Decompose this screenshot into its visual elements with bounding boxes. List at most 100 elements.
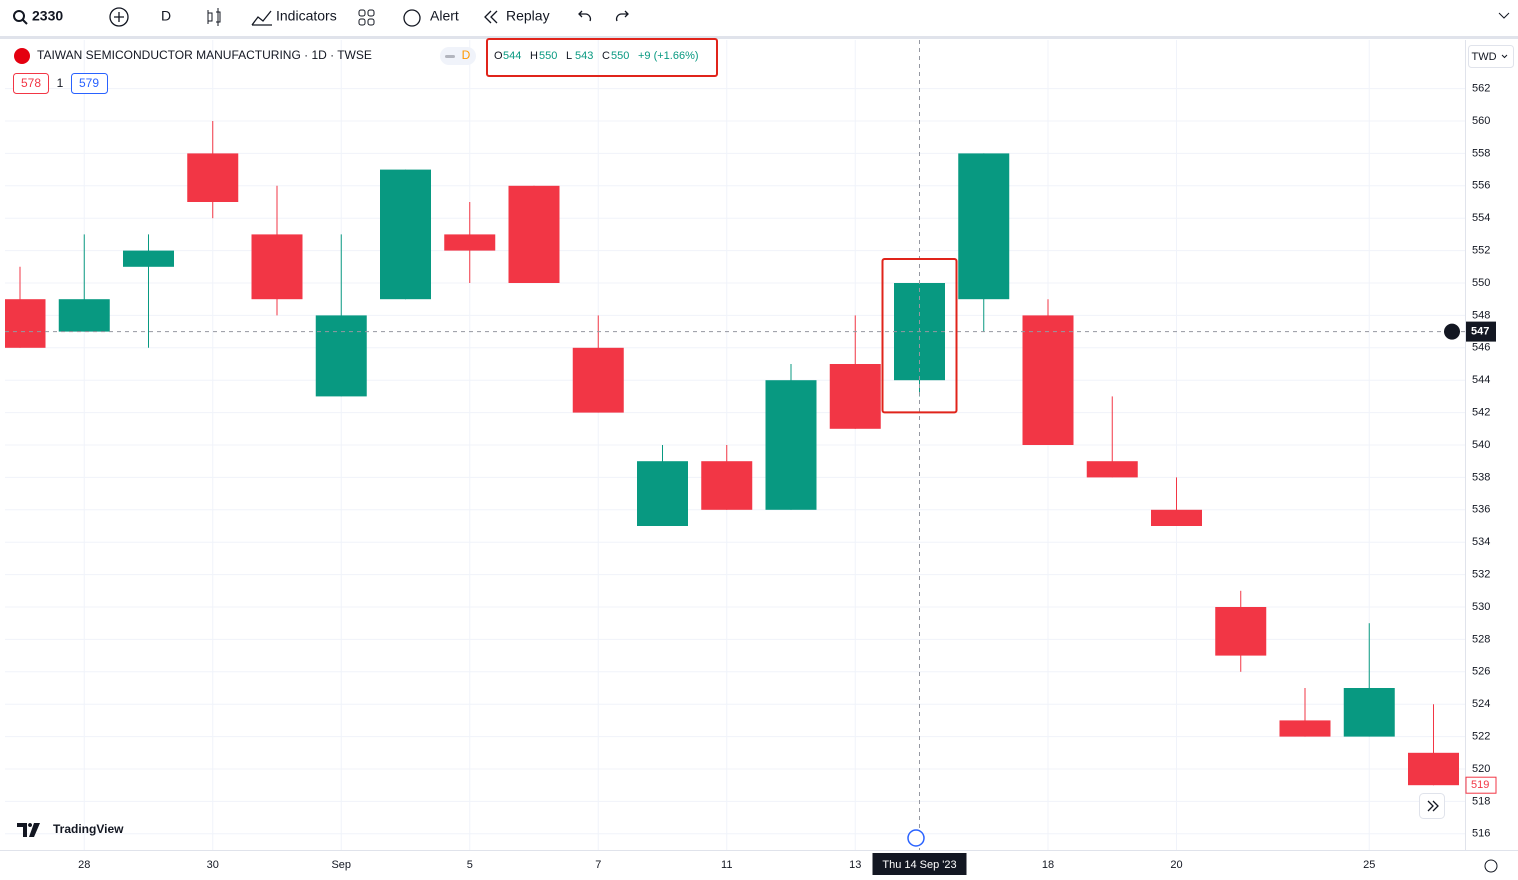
candle-body xyxy=(315,315,367,397)
y-tick-label: 524 xyxy=(1472,698,1490,710)
x-tick-label: Sep xyxy=(331,859,351,871)
candle-body xyxy=(1215,607,1267,656)
alert-icon[interactable] xyxy=(403,9,421,27)
logo: TradingView xyxy=(53,822,124,836)
candle-body xyxy=(58,299,110,332)
x-tick-label: 18 xyxy=(1042,859,1054,871)
search-icon[interactable] xyxy=(22,19,28,25)
scroll-button[interactable] xyxy=(1419,793,1445,819)
menu[interactable] xyxy=(1498,12,1510,19)
grid xyxy=(5,40,1465,850)
legend-value: 550 xyxy=(611,50,629,62)
y-tick-label: 526 xyxy=(1472,666,1490,678)
buy-button[interactable] xyxy=(71,73,108,94)
x-tick-label: 28 xyxy=(78,859,90,871)
crosshair-plus xyxy=(1444,323,1460,340)
currency[interactable]: TWD xyxy=(1471,51,1496,63)
candle-body xyxy=(1022,315,1074,445)
x-tick-label: 5 xyxy=(467,859,473,871)
chart-type[interactable] xyxy=(207,8,221,26)
overlay: 547 519 xyxy=(5,40,1497,850)
candle-body xyxy=(572,347,624,413)
alert[interactable]: Alert xyxy=(430,8,459,24)
y-tick-label: 546 xyxy=(1472,342,1490,354)
legend-label: O xyxy=(494,50,503,62)
indicators-icon[interactable] xyxy=(251,10,272,26)
candles xyxy=(5,121,1459,786)
add-symbol[interactable] xyxy=(109,7,129,27)
spread: 1 xyxy=(57,76,64,90)
currency-button[interactable] xyxy=(1468,45,1514,68)
add-symbol xyxy=(114,12,124,22)
highlight-box xyxy=(486,38,718,77)
candle-body xyxy=(829,364,881,429)
y-tick-label: 544 xyxy=(1472,374,1490,386)
layouts xyxy=(358,18,366,26)
replay[interactable]: Replay xyxy=(506,8,550,24)
search-icon[interactable] xyxy=(13,10,25,22)
y-tick-label: 538 xyxy=(1472,471,1490,483)
candle-body xyxy=(701,461,753,510)
last-price: 519 xyxy=(1471,779,1489,791)
x-tick-label: 30 xyxy=(207,859,219,871)
layouts[interactable] xyxy=(358,9,366,17)
y-tick-label: 550 xyxy=(1472,277,1490,289)
y-tick-label: 548 xyxy=(1472,309,1490,321)
candle-body xyxy=(380,169,431,300)
y-tick-label: 540 xyxy=(1472,439,1490,451)
sell-price[interactable]: 578 xyxy=(21,76,41,90)
x-tick-label: 7 xyxy=(595,859,601,871)
x-tick-label: 20 xyxy=(1170,859,1182,871)
candle-body xyxy=(251,234,303,300)
toolbar xyxy=(0,0,1518,36)
legend-value: 544 xyxy=(503,50,521,62)
y-tick-label: 518 xyxy=(1472,795,1490,807)
candle-body xyxy=(958,153,1010,300)
ohlc-legend: O 544 H 550 L 543 C 550 +9 (+1.66%) xyxy=(494,50,699,62)
badge-dash xyxy=(445,55,455,58)
indicators[interactable]: Indicators xyxy=(276,8,337,24)
y-tick-label: 528 xyxy=(1472,633,1490,645)
badge: D xyxy=(462,48,471,62)
y-tick-label: 522 xyxy=(1472,731,1490,743)
candle-body xyxy=(1343,688,1395,737)
y-tick-label: 534 xyxy=(1472,536,1490,548)
x-tick-label: 11 xyxy=(721,859,732,871)
settings[interactable] xyxy=(1484,859,1498,873)
legend-value: 543 xyxy=(575,50,593,62)
legend-label: H xyxy=(530,50,538,62)
y-tick-label: 562 xyxy=(1472,83,1490,95)
candle-body xyxy=(508,185,560,283)
x-tick-label: 25 xyxy=(1363,859,1375,871)
y-tick-label: 554 xyxy=(1472,212,1490,224)
y-tick-label: 530 xyxy=(1472,601,1490,613)
layouts xyxy=(367,9,375,17)
layouts xyxy=(367,18,375,26)
last-price-bg xyxy=(1465,776,1497,794)
x-tick-label: 13 xyxy=(849,859,861,871)
replay-icon[interactable] xyxy=(484,10,498,24)
dividend-marker[interactable] xyxy=(907,829,925,847)
candle-body xyxy=(123,250,174,267)
crosshair-price-bg xyxy=(1466,321,1496,342)
candle-body xyxy=(187,153,239,202)
y-tick-label: 560 xyxy=(1472,115,1490,127)
candle-body xyxy=(1279,720,1331,737)
candle-body xyxy=(444,234,496,251)
legend-change: +9 (+1.66%) xyxy=(638,50,699,62)
undo[interactable] xyxy=(578,10,592,22)
symbol[interactable]: 2330 xyxy=(32,8,63,24)
currency-caret xyxy=(1501,54,1508,59)
symbol-logo xyxy=(14,48,30,64)
y-tick-label: 552 xyxy=(1472,245,1490,257)
logo-icon xyxy=(17,823,40,837)
legend-label: C xyxy=(602,50,610,62)
badge-bg xyxy=(440,47,476,65)
interval[interactable]: D xyxy=(161,8,171,24)
y-tick-label: 542 xyxy=(1472,407,1490,419)
y-tick-label: 556 xyxy=(1472,180,1490,192)
chart-title: TAIWAN SEMICONDUCTOR MANUFACTURING · 1D … xyxy=(37,48,372,62)
sell-button[interactable] xyxy=(13,73,49,94)
buy-price[interactable]: 579 xyxy=(79,76,99,90)
redo[interactable] xyxy=(615,10,629,22)
